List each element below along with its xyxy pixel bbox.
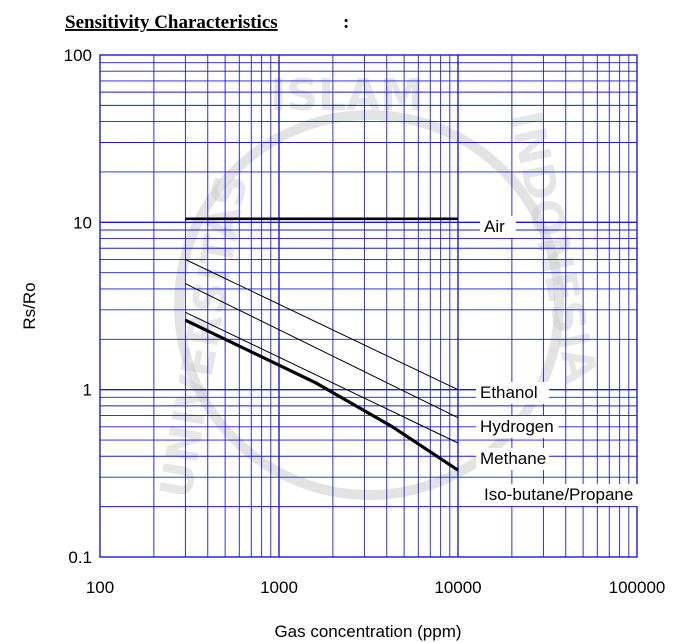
x-tick-label: 10000 [434, 578, 481, 597]
series-label-bg [476, 448, 550, 470]
series-label-hydrogen: Hydrogen [480, 417, 554, 436]
chart-heading-colon: : [343, 12, 349, 33]
x-tick-label: 100000 [609, 578, 666, 597]
series-line-ethanol [185, 259, 459, 391]
series-line-iso-butane-propane [184, 318, 459, 472]
series-line-methane [185, 311, 459, 444]
series-label-bg [480, 484, 656, 506]
y-tick-label: 1 [83, 381, 92, 400]
y-axis-label: Rs/Ro [20, 282, 39, 329]
series-label-ethanol: Ethanol [480, 383, 538, 402]
watermark-text-top: ISLAM [270, 70, 424, 121]
y-tick-label: 10 [73, 213, 92, 232]
plot-frame [99, 54, 638, 558]
series-label-bg [476, 382, 550, 404]
y-tick-labels: 0.1 1 10 100 [64, 46, 92, 567]
series-lines [184, 217, 459, 472]
y-tick-label: 0.1 [68, 548, 92, 567]
series-label-iso-butane-propane: Iso-butane/Propane [484, 485, 633, 504]
watermark-text-right: INDONESIA [499, 107, 606, 388]
x-tick-label: 100 [86, 578, 114, 597]
series-labels: Air Ethanol Hydrogen Methane Iso-butane/Prop… [476, 216, 656, 506]
series-label-bg [476, 416, 559, 438]
x-tick-label: 1000 [260, 578, 298, 597]
series-label-air: Air [484, 217, 505, 236]
x-tick-labels: 100 1000 10000 100000 [86, 578, 666, 597]
y-tick-label: 100 [64, 46, 92, 65]
series-line-hydrogen [185, 283, 459, 419]
grid [100, 55, 637, 557]
chart-heading: Sensitivity Characteristics [65, 12, 278, 33]
x-axis-label: Gas concentration (ppm) [274, 622, 461, 641]
series-label-bg [480, 216, 516, 238]
series-label-methane: Methane [480, 449, 546, 468]
